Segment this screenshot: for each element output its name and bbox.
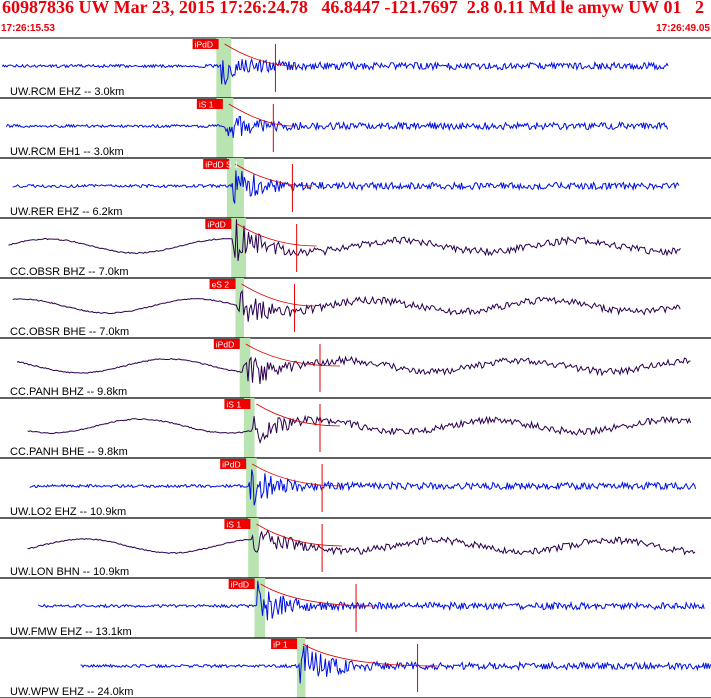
coda-curve bbox=[260, 583, 377, 607]
waveform-trace bbox=[8, 219, 681, 261]
pick-flag-label: iPdD S 1 bbox=[205, 160, 239, 170]
pick-flag-label: iS 1 bbox=[226, 400, 241, 410]
station-label: UW.RCM EH1 -- 3.0km bbox=[10, 146, 124, 158]
pick-flag: iS 1 bbox=[224, 519, 251, 530]
station-label: CC.OBSR BHE -- 7.0km bbox=[10, 326, 129, 338]
pick-flag-label: iPdD bbox=[207, 220, 225, 230]
pick-flag: eS 2 bbox=[209, 279, 236, 290]
pick-flag-label: iPdD bbox=[216, 340, 234, 350]
station-label: CC.PANH BHZ -- 9.8km bbox=[10, 386, 127, 398]
pick-flag-box bbox=[228, 579, 255, 589]
waveform-trace bbox=[1, 57, 669, 85]
station-label: UW.RER EHZ -- 6.2km bbox=[10, 206, 122, 218]
pick-flag-box bbox=[209, 279, 236, 289]
station-label: CC.PANH BHE -- 9.8km bbox=[10, 446, 128, 458]
pick-flag-label: iP 1 bbox=[273, 640, 288, 650]
pick-flag: iPdD bbox=[205, 219, 232, 230]
coda-curve bbox=[224, 43, 296, 67]
pick-flag-box bbox=[213, 339, 240, 349]
pick-flag-box bbox=[192, 39, 219, 49]
pick-flag-label: eS 2 bbox=[212, 280, 230, 290]
pick-flag: iPdD bbox=[213, 339, 240, 350]
waveform-trace bbox=[5, 116, 669, 138]
coda-curve bbox=[245, 343, 340, 367]
pick-band bbox=[243, 398, 255, 458]
pick-band bbox=[254, 578, 266, 638]
waveform-trace bbox=[12, 289, 681, 322]
pick-flag-label: iPdD bbox=[222, 460, 240, 470]
pick-flag-box bbox=[224, 519, 251, 529]
waveform-trace bbox=[37, 580, 705, 621]
start-time-label: 17:26:15.53 bbox=[1, 23, 55, 34]
waveform-trace bbox=[27, 529, 696, 556]
pick-flag-box bbox=[224, 399, 251, 409]
coda-curve bbox=[256, 523, 343, 547]
pick-flag: iP 1 bbox=[271, 639, 298, 650]
pick-flag-label: iPdD bbox=[195, 40, 213, 50]
station-label: UW.RCM EHZ -- 3.0km bbox=[10, 86, 124, 98]
waveform-trace bbox=[12, 170, 680, 204]
pick-flag: iPdD bbox=[228, 579, 255, 590]
coda-curve bbox=[302, 643, 438, 667]
waveform-trace bbox=[80, 644, 711, 684]
pick-flag-box bbox=[205, 219, 232, 229]
event-header: 60987836 UW Mar 23, 2015 17:26:24.78 46.… bbox=[0, 0, 711, 24]
pick-flag: iS 1 bbox=[196, 99, 223, 110]
coda-curve bbox=[256, 403, 340, 427]
pick-band bbox=[231, 218, 247, 278]
station-label: CC.OBSR BHZ -- 7.0km bbox=[10, 266, 129, 278]
pick-flag: iS 1 bbox=[224, 399, 251, 410]
pick-flag-box bbox=[271, 639, 298, 649]
station-label: UW.LO2 EHZ -- 10.9km bbox=[10, 506, 126, 518]
pick-band bbox=[239, 338, 251, 398]
coda-curve bbox=[237, 223, 317, 247]
coda-curve bbox=[234, 163, 313, 187]
waveform-trace bbox=[16, 355, 691, 385]
station-label: UW.LON BHN -- 10.9km bbox=[10, 566, 129, 578]
coda-curve bbox=[251, 463, 343, 487]
pick-flag-box bbox=[203, 159, 230, 169]
station-label: UW.FMW EHZ -- 13.1km bbox=[10, 626, 132, 638]
coda-curve bbox=[241, 283, 315, 307]
waveform-trace bbox=[27, 414, 692, 445]
pick-flag-label: iPdD bbox=[231, 580, 249, 590]
event-title: 60987836 UW Mar 23, 2015 17:26:24.78 46.… bbox=[2, 0, 704, 17]
pick-flag-box bbox=[220, 459, 247, 469]
pick-flag: iPdD S 1 bbox=[203, 159, 239, 170]
pick-flag-label: iS 1 bbox=[226, 520, 241, 530]
pick-flag-box bbox=[196, 99, 223, 109]
pick-flag-label: iS 1 bbox=[199, 100, 214, 110]
waveform-trace bbox=[29, 469, 697, 506]
station-label: UW.WPW EHZ -- 24.0km bbox=[10, 686, 133, 698]
end-time-label: 17:26:49.05 bbox=[656, 23, 710, 34]
pick-flag: iPdD bbox=[192, 39, 219, 50]
pick-flag: iPdD bbox=[220, 459, 247, 470]
coda-curve bbox=[228, 103, 294, 127]
